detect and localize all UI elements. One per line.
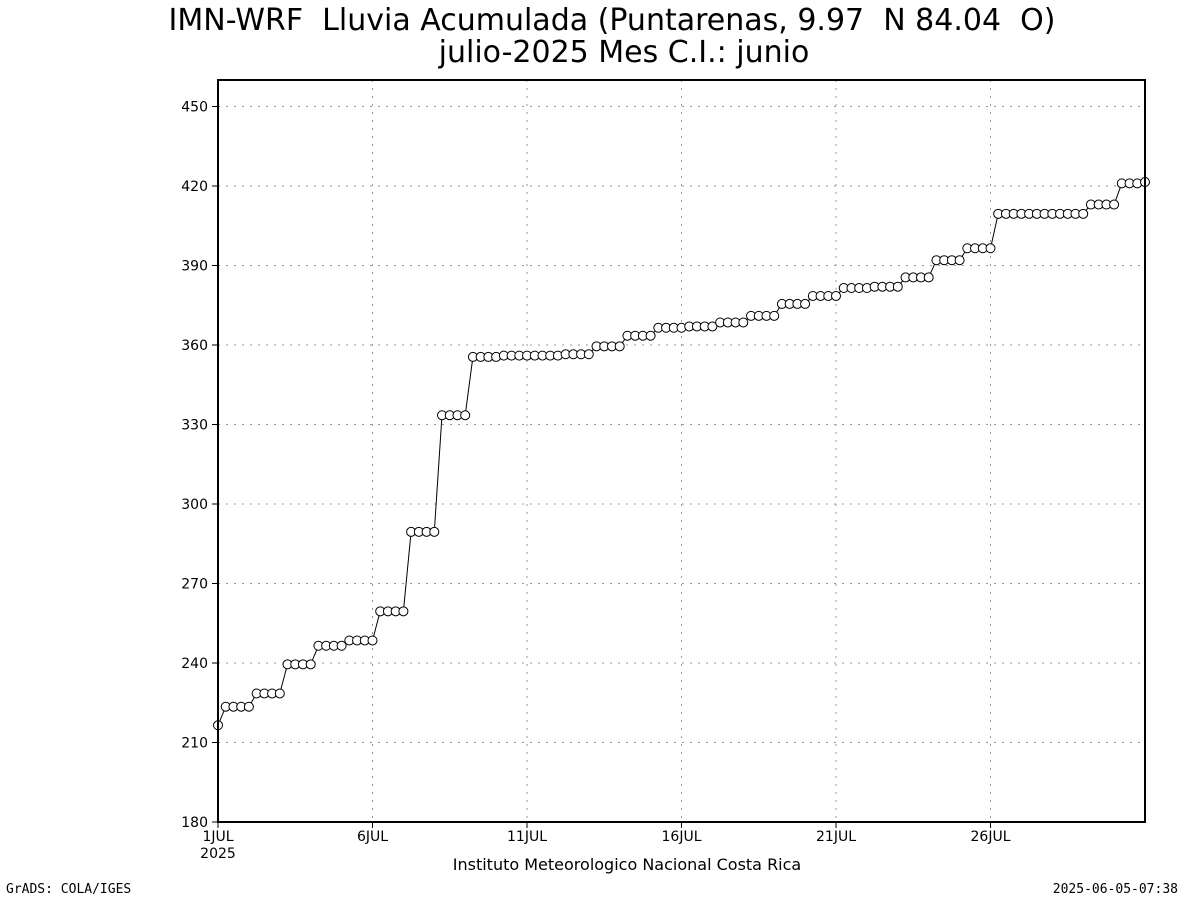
data-point: [1109, 199, 1120, 210]
data-point: [583, 349, 594, 360]
y-axis-ticks: 180 210 240 270 300 330 360 390 420 450: [181, 100, 218, 831]
x-tick-label: 21JUL: [816, 829, 856, 845]
x-axis-label: Instituto Meteorologico Nacional Costa R…: [453, 855, 801, 874]
y-tick-label: 360: [181, 338, 208, 354]
timestamp: 2025-06-05-07:38: [1052, 882, 1178, 897]
data-point: [1078, 208, 1089, 219]
data-point: [274, 688, 285, 699]
data-point: [831, 290, 841, 301]
grid-lines: [218, 80, 1145, 822]
y-tick-label: 300: [181, 497, 208, 513]
x-tick-label: 11JUL: [507, 829, 547, 845]
x-tick-sublabel: 2025: [200, 846, 236, 862]
data-point: [923, 272, 934, 283]
data-point: [305, 659, 316, 670]
data-point: [892, 281, 903, 292]
y-tick-label: 420: [181, 179, 208, 195]
data-point: [429, 526, 440, 537]
x-tick-label: 6JUL: [357, 829, 388, 845]
data-point: [707, 321, 718, 332]
y-tick-label: 390: [181, 259, 208, 275]
y-tick-label: 240: [181, 656, 208, 672]
x-tick-label: 26JUL: [971, 829, 1011, 845]
y-tick-label: 270: [181, 577, 208, 593]
data-point: [367, 635, 378, 646]
data-point: [460, 410, 471, 421]
data-point: [336, 640, 347, 651]
chart-subtitle: julio-2025 Mes C.I.: junio: [438, 35, 810, 70]
y-tick-label: 450: [181, 100, 208, 116]
y-tick-label: 180: [181, 815, 208, 831]
chart-title: IMN-WRF Lluvia Acumulada (Puntarenas, 9.…: [168, 3, 1056, 38]
grads-credit: GrADS: COLA/IGES: [6, 882, 132, 897]
x-tick-label: 16JUL: [662, 829, 702, 845]
data-point: [645, 330, 656, 341]
plot-frame: [217, 79, 1146, 823]
x-tick-label: 1JUL: [202, 829, 233, 845]
data-point: [800, 298, 811, 309]
data-point: [738, 317, 749, 328]
data-point: [985, 243, 996, 254]
data-point: [398, 606, 409, 617]
data-point: [614, 341, 625, 352]
series-markers: [213, 177, 1150, 731]
data-point: [769, 310, 780, 321]
y-tick-label: 330: [181, 418, 208, 434]
data-point: [954, 255, 965, 266]
data-point: [243, 701, 254, 712]
y-tick-label: 210: [181, 736, 208, 752]
